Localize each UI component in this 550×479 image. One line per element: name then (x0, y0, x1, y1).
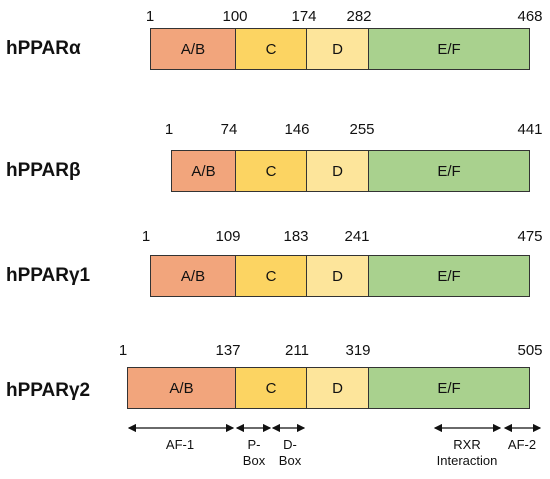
position-label: 146 (284, 121, 310, 138)
position-label: 241 (344, 228, 370, 245)
dbox-label-line2: Box (278, 453, 302, 468)
position-label: 74 (220, 121, 238, 138)
domain-bar-alpha: A/B C D E/F (150, 28, 530, 70)
position-label: 100 (222, 8, 248, 25)
position-label: 255 (349, 121, 375, 138)
domain-d: D (307, 29, 369, 69)
position-label: 211 (285, 342, 309, 359)
domain-ef: E/F (369, 151, 529, 191)
domain-ab: A/B (172, 151, 236, 191)
pbox-label-line1: P- (247, 437, 261, 452)
position-label: 1 (118, 342, 128, 359)
protein-name-beta: hPPARβ (6, 160, 81, 181)
position-label: 319 (345, 342, 371, 359)
domain-d: D (307, 256, 369, 296)
domain-bar-beta: A/B C D E/F (171, 150, 530, 192)
position-label: 109 (215, 228, 241, 245)
position-label: 505 (517, 342, 543, 359)
domain-c: C (236, 368, 307, 408)
domain-bar-gamma1: A/B C D E/F (150, 255, 530, 297)
position-label: 1 (164, 121, 174, 138)
position-label: 183 (283, 228, 309, 245)
domain-d: D (307, 368, 369, 408)
domain-ef: E/F (369, 256, 529, 296)
dbox-label-line1: D- (283, 437, 297, 452)
position-label: 282 (346, 8, 372, 25)
domain-ab: A/B (128, 368, 236, 408)
domain-c: C (236, 151, 307, 191)
domain-c: C (236, 29, 307, 69)
position-label: 1 (141, 228, 151, 245)
domain-ef: E/F (369, 368, 529, 408)
position-label: 1 (145, 8, 155, 25)
af1-label: AF-1 (165, 437, 195, 452)
rxr-label-line1: RXR (453, 437, 481, 452)
domain-d: D (307, 151, 369, 191)
domain-ab: A/B (151, 29, 236, 69)
position-label: 468 (517, 8, 543, 25)
protein-name-gamma1: hPPARγ1 (6, 265, 91, 286)
domain-ab: A/B (151, 256, 236, 296)
rxr-label-line2: Interaction (436, 453, 498, 468)
protein-name-alpha: hPPARα (6, 38, 81, 59)
domain-c: C (236, 256, 307, 296)
af2-label: AF-2 (507, 437, 537, 452)
domain-ef: E/F (369, 29, 529, 69)
pbox-label-line2: Box (242, 453, 266, 468)
position-label: 475 (517, 228, 543, 245)
position-label: 441 (517, 121, 543, 138)
position-label: 174 (291, 8, 317, 25)
domain-bar-gamma2: A/B C D E/F (127, 367, 530, 409)
protein-name-gamma2: hPPARγ2 (6, 380, 91, 401)
position-label: 137 (215, 342, 241, 359)
